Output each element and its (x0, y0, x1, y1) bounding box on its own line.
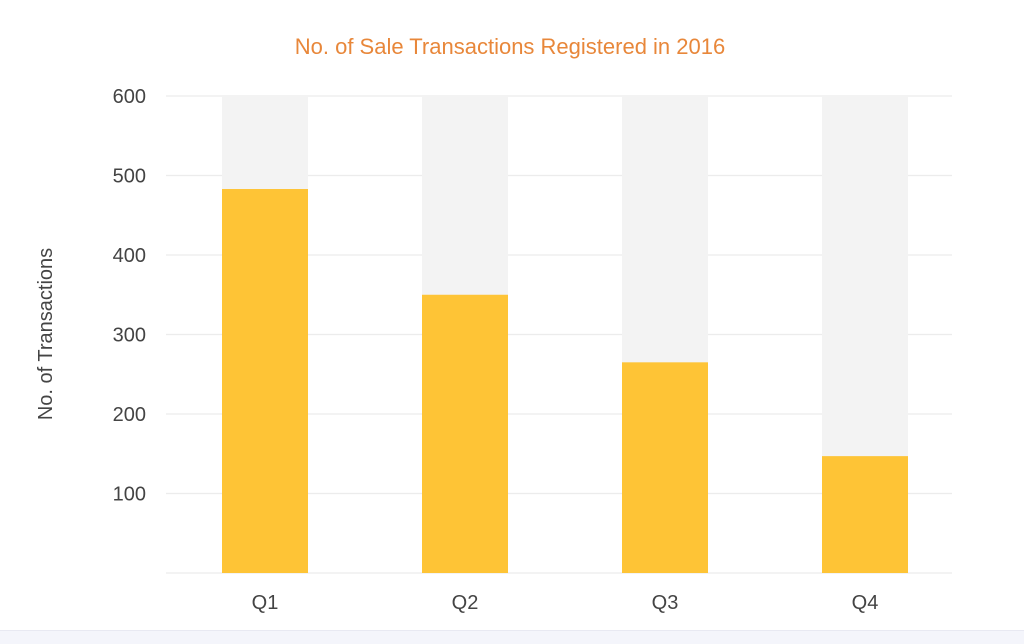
bars (222, 189, 908, 573)
y-tick-label: 300 (113, 325, 146, 347)
bar-q1 (222, 189, 308, 573)
y-tick-label: 100 (113, 484, 146, 506)
y-axis-ticks: 100 200 300 400 500 600 (113, 86, 146, 506)
y-tick-label: 400 (113, 245, 146, 267)
x-tick-label: Q2 (452, 592, 479, 614)
y-tick-label: 600 (113, 86, 146, 108)
x-tick-label: Q4 (852, 592, 879, 614)
bar-q3 (622, 362, 708, 573)
bar-q2 (422, 294, 508, 573)
y-axis-label: No. of Transactions (35, 248, 57, 420)
bottom-strip (0, 630, 1024, 644)
bar-q4 (822, 456, 908, 573)
y-tick-label: 200 (113, 404, 146, 426)
x-tick-label: Q3 (652, 592, 679, 614)
y-tick-label: 500 (113, 166, 146, 188)
x-axis-ticks: Q1 Q2 Q3 Q4 (252, 592, 879, 614)
chart-title: No. of Sale Transactions Registered in 2… (295, 34, 725, 59)
x-tick-label: Q1 (252, 592, 279, 614)
